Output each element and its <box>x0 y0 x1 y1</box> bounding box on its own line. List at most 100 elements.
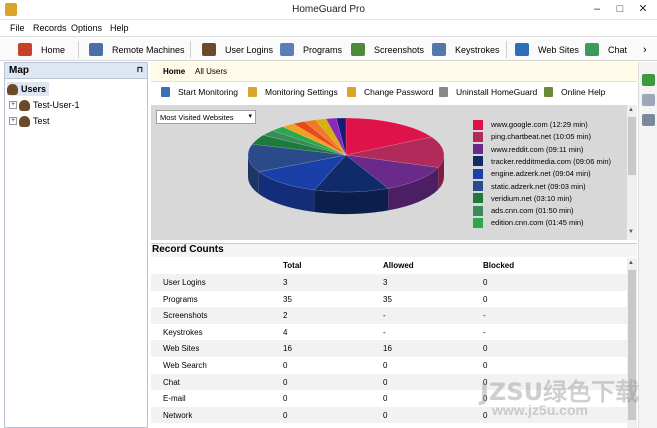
main-content: Home All Users Start Monitoring Monitori… <box>151 62 637 428</box>
legend-label: ads.cnn.com (01:50 min) <box>491 206 574 216</box>
window-icon <box>280 43 294 56</box>
users-group-icon[interactable] <box>642 114 655 126</box>
online-help-button[interactable]: Online Help <box>544 87 605 97</box>
pie-slice[interactable] <box>345 154 439 189</box>
toolbar-chat-button[interactable]: Chat <box>585 41 627 58</box>
expand-icon[interactable]: + <box>9 117 17 125</box>
tree-node-test[interactable]: + Test <box>9 114 50 128</box>
pie-slice[interactable] <box>345 136 445 168</box>
table-row[interactable]: Chat 0 0 0 <box>151 373 627 391</box>
toolbar-home-button[interactable]: Home <box>18 41 65 58</box>
pie-slice-side <box>248 155 259 194</box>
scroll-down-icon[interactable]: ▼ <box>628 229 634 235</box>
column-header-total[interactable]: Total <box>283 261 302 270</box>
toolbar-remote-machines-button[interactable]: Remote Machines <box>89 41 185 58</box>
scroll-up-icon[interactable]: ▲ <box>628 260 634 266</box>
column-header-allowed[interactable]: Allowed <box>383 261 414 270</box>
pie-slice[interactable] <box>282 123 347 156</box>
legend-item: veridium.net (03:10 min) <box>473 193 572 204</box>
cell-category: Keystrokes <box>163 327 203 337</box>
toolbar-web-sites-button[interactable]: Web Sites <box>515 41 579 58</box>
cell-blocked: 0 <box>483 394 488 404</box>
toolbar-user-logins-button[interactable]: User Logins <box>202 41 273 58</box>
close-button[interactable]: ✕ <box>638 3 648 15</box>
start-monitoring-button[interactable]: Start Monitoring <box>161 87 238 97</box>
table-scrollbar[interactable]: ▲ <box>627 258 637 428</box>
tree-node-users[interactable]: Users <box>7 82 50 96</box>
cell-allowed: 0 <box>383 361 388 370</box>
scroll-up-icon[interactable]: ▲ <box>628 107 634 113</box>
menu-options[interactable]: Options <box>71 23 103 33</box>
report-icon[interactable] <box>642 94 655 106</box>
monitoring-settings-button[interactable]: Monitoring Settings <box>248 87 338 97</box>
cell-allowed: 3 <box>383 278 388 287</box>
chart-area: Most Visited Websites ▾ www.google.com (… <box>151 105 627 240</box>
toolbar-programs-label: Programs <box>303 44 343 55</box>
action-bar: Start Monitoring Monitoring Settings Cha… <box>151 83 637 103</box>
record-counts-table: Total Allowed Blocked User Logins 3 3 0 Prog… <box>151 258 627 428</box>
chart-type-select[interactable]: Most Visited Websites ▾ <box>156 110 256 124</box>
change-password-button[interactable]: Change Password <box>347 87 433 97</box>
pie-slice[interactable] <box>247 143 347 173</box>
table-row[interactable]: Network 0 0 0 <box>151 406 627 424</box>
breadcrumb-all-users[interactable]: All Users <box>195 67 228 76</box>
table-row[interactable]: User Logins 3 3 0 <box>151 274 627 291</box>
table-row[interactable]: Web Sites 16 16 0 <box>151 340 627 357</box>
menu-file[interactable]: File <box>10 23 25 33</box>
toolbar-overflow-chevron-icon[interactable]: › <box>643 43 647 56</box>
cell-blocked: 0 <box>483 377 488 387</box>
legend-swatch <box>473 205 483 216</box>
trash-icon <box>439 87 448 97</box>
pie-slice[interactable] <box>335 117 347 156</box>
cell-allowed: - <box>383 327 386 337</box>
tree-node-test-user-1[interactable]: + Test-User-1 <box>9 98 80 112</box>
scroll-thumb[interactable] <box>628 270 636 420</box>
pie-slice[interactable] <box>314 118 347 156</box>
cell-blocked: - <box>483 327 486 337</box>
pie-slice[interactable] <box>262 130 347 156</box>
chart-scrollbar[interactable]: ▲ ▼ <box>627 105 637 240</box>
pie-slice[interactable] <box>271 126 347 156</box>
pie-slice[interactable] <box>345 117 433 156</box>
table-row[interactable]: Screenshots 2 - - <box>151 307 627 324</box>
legend-swatch <box>473 156 483 167</box>
pie-slice[interactable] <box>313 154 389 193</box>
maximize-button[interactable]: □ <box>616 3 624 15</box>
legend-item: edition.cnn.com (01:45 min) <box>473 217 584 228</box>
pie-slice[interactable] <box>258 154 347 191</box>
pie-slice[interactable] <box>251 134 347 156</box>
menu-help[interactable]: Help <box>110 23 129 33</box>
cell-category: Web Search <box>163 361 207 370</box>
home-icon <box>18 43 32 56</box>
column-header-blocked[interactable]: Blocked <box>483 261 515 270</box>
cell-allowed: 0 <box>383 410 388 420</box>
cell-total: 0 <box>283 410 288 420</box>
minimize-button[interactable]: – <box>593 3 601 15</box>
table-row[interactable]: E-mail 0 0 0 <box>151 390 627 407</box>
pie-slice[interactable] <box>303 119 347 156</box>
table-row[interactable]: Programs 35 35 0 <box>151 291 627 308</box>
breadcrumb-home[interactable]: Home <box>163 67 186 76</box>
breadcrumb: Home All Users <box>151 62 637 82</box>
change-password-label: Change Password <box>364 87 434 97</box>
expand-icon[interactable]: + <box>9 101 17 109</box>
pie-slice[interactable] <box>325 117 347 156</box>
online-help-label: Online Help <box>561 87 606 97</box>
cell-category: User Logins <box>163 278 206 287</box>
toolbar-programs-button[interactable]: Programs <box>280 41 342 58</box>
toolbar-keystrokes-button[interactable]: Keystrokes <box>432 41 500 58</box>
refresh-icon[interactable] <box>642 74 655 86</box>
legend-label: tracker.redditmedia.com (09:06 min) <box>491 156 612 166</box>
window-title: HomeGuard Pro <box>292 4 365 15</box>
table-row[interactable]: Keystrokes 4 - - <box>151 324 627 341</box>
map-header: Map ⊓ <box>5 63 147 79</box>
scroll-thumb[interactable] <box>628 117 636 175</box>
pie-slice-side <box>388 167 439 211</box>
pin-icon[interactable]: ⊓ <box>136 65 143 74</box>
toolbar-screenshots-button[interactable]: Screenshots <box>351 41 424 58</box>
menu-bar: File Records Options Help <box>0 20 657 36</box>
uninstall-homeguard-button[interactable]: Uninstall HomeGuard <box>439 87 537 97</box>
table-row[interactable]: Web Search 0 0 0 <box>151 357 627 374</box>
pie-slice[interactable] <box>292 121 347 156</box>
menu-records[interactable]: Records <box>33 23 67 33</box>
